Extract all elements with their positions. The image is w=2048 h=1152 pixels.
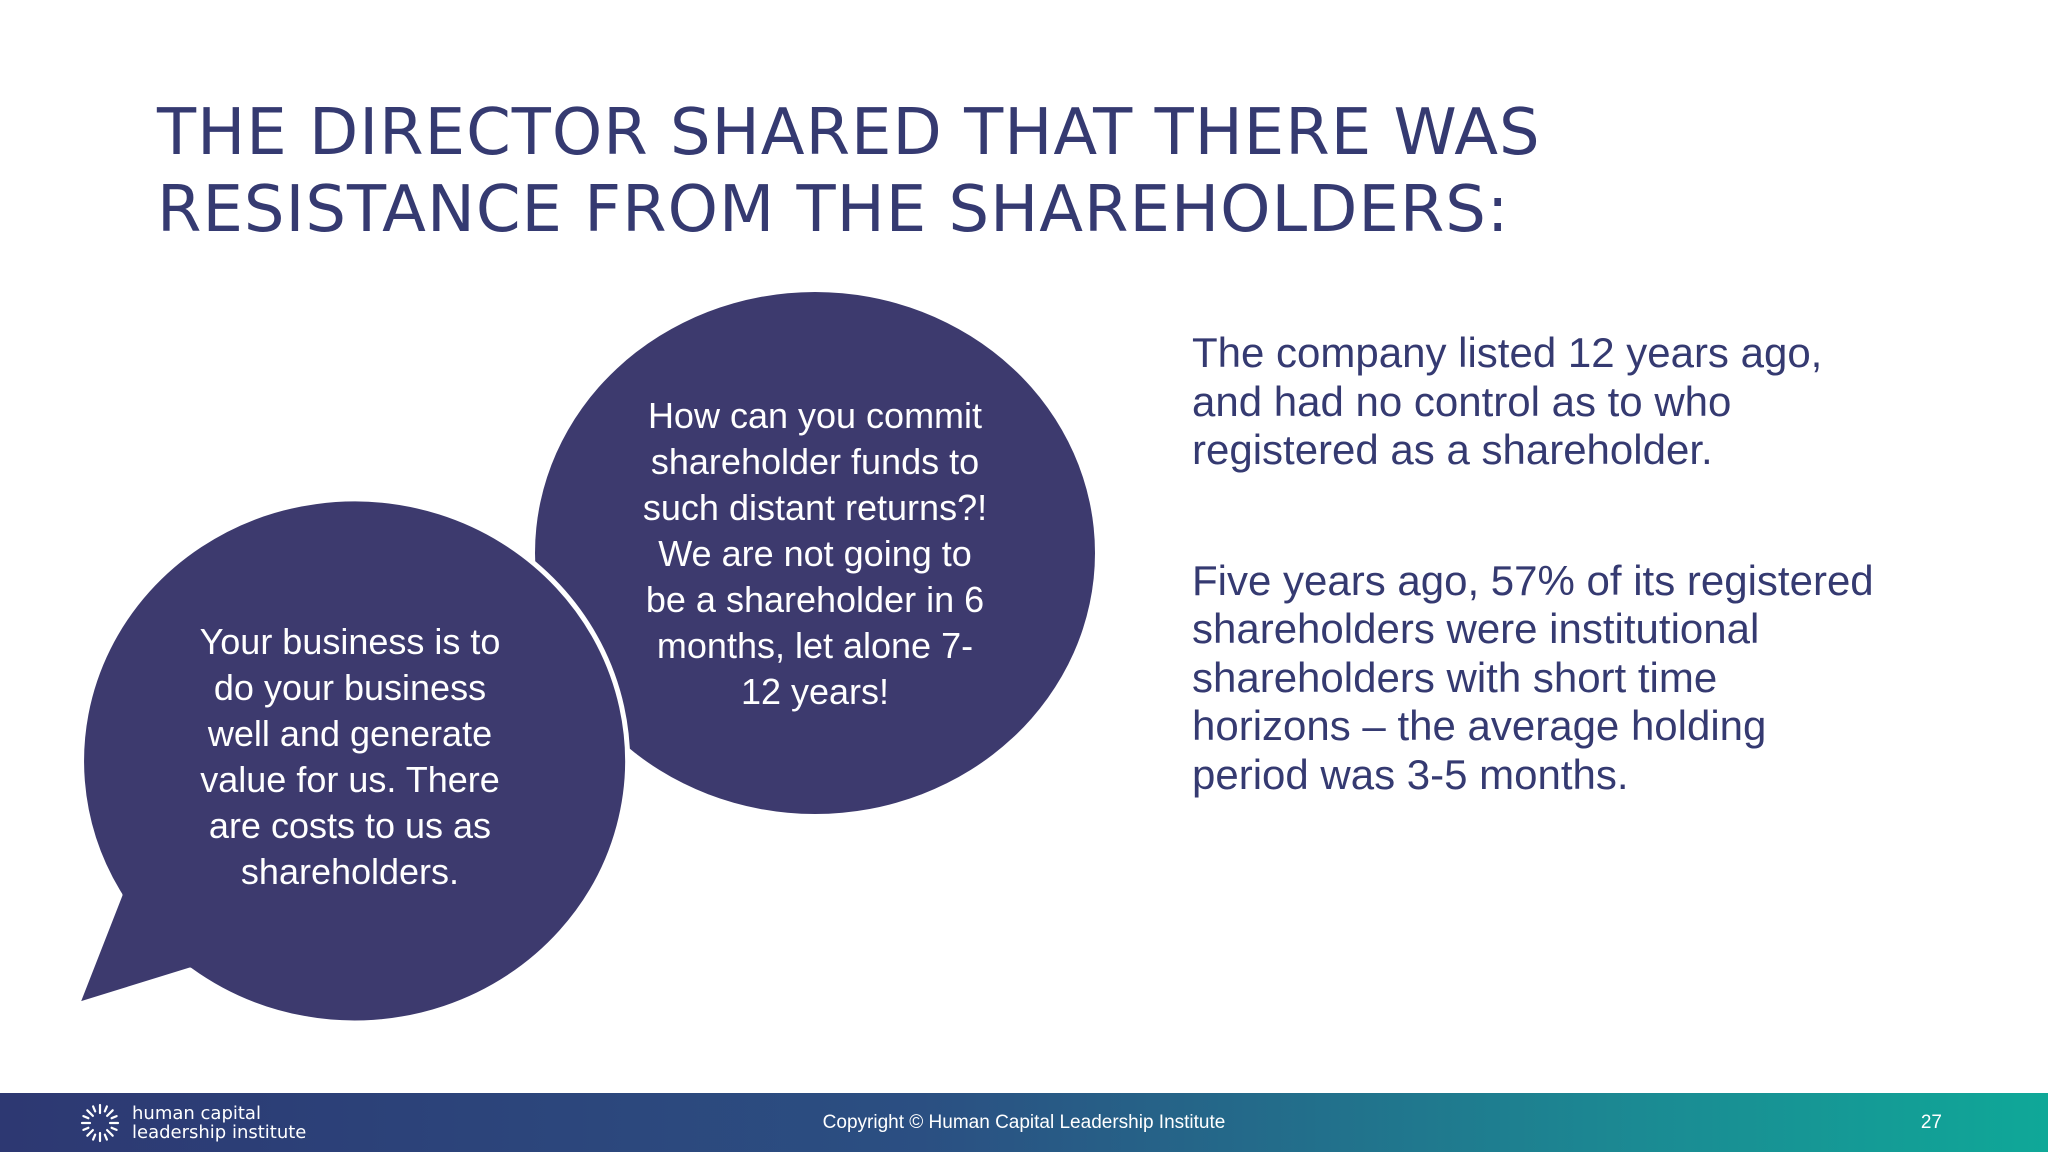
paragraph-line: shareholders were institutional	[1192, 605, 1760, 652]
speech-bubble-left-text: Your business is to do your business wel…	[150, 619, 550, 895]
bubble-text-line: We are not going to	[658, 533, 972, 574]
speech-bubble-left	[74, 496, 631, 1026]
bubble-text-line: Your business is to	[199, 621, 501, 662]
paragraph-line: shareholders with short time	[1192, 653, 1718, 701]
speech-bubble-right	[535, 292, 1095, 814]
paragraph-line: and had no control as to who	[1192, 377, 1732, 425]
bubble-text-line: be a shareholder in 6	[645, 579, 985, 620]
bubble-text-line: shareholders.	[240, 851, 460, 892]
bubble-text-line: 12 years!	[740, 671, 890, 712]
sunburst-logo-icon	[80, 1103, 120, 1143]
bubble-text-line: How can you commit	[647, 395, 983, 436]
footer-logo: human capital leadership institute	[78, 1101, 306, 1145]
bubble-text-line: well and generate	[207, 713, 493, 754]
logo-wordmark: human capital leadership institute	[132, 1104, 306, 1142]
bubble-text-line: months, let alone 7-	[656, 625, 974, 666]
bubble-text-line: value for us. There	[200, 759, 500, 800]
bubble-text-line: do your business	[213, 667, 487, 708]
title-line: RESISTANCE FROM THE SHAREHOLDERS:	[157, 173, 1510, 247]
paragraph-line: horizons – the average holding	[1192, 702, 1767, 749]
body-text: The company listed 12 years ago, and had…	[1192, 329, 2012, 881]
paragraph-line: period was 3-5 months.	[1192, 750, 1629, 798]
logo-text-line: leadership institute	[132, 1122, 307, 1143]
copyright-text: Copyright © Human Capital Leadership Ins…	[822, 1112, 1226, 1133]
paragraph-line: registered as a shareholder.	[1192, 426, 1713, 473]
paragraph-listing: The company listed 12 years ago, and had…	[1192, 329, 2012, 475]
paragraph-line: Five years ago, 57% of its registered	[1192, 556, 1874, 604]
paragraph-line: The company listed 12 years ago,	[1192, 329, 1823, 376]
title-line: THE DIRECTOR SHARED THAT THERE WAS	[157, 96, 1541, 170]
speech-bubble-right-text: How can you commit shareholder funds to …	[600, 393, 1030, 715]
page-number: 27	[1920, 1112, 1942, 1133]
bubble-text-line: are costs to us as	[208, 805, 492, 846]
footer-bar: human capital leadership institute Copyr…	[0, 1093, 2048, 1152]
paragraph-shareholders: Five years ago, 57% of its registered sh…	[1192, 557, 2012, 800]
logo-text-line: human capital	[132, 1103, 261, 1124]
slide-title: THE DIRECTOR SHARED THAT THERE WAS RESIS…	[157, 95, 1957, 249]
bubble-text-line: shareholder funds to	[650, 441, 980, 482]
bubble-text-line: such distant returns?!	[642, 487, 988, 528]
